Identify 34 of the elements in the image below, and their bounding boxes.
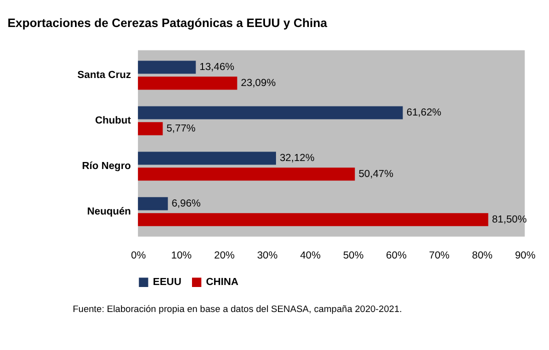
bar xyxy=(138,152,276,165)
x-tick-label: 0% xyxy=(131,250,146,262)
bar xyxy=(138,213,488,226)
x-tick-label: 50% xyxy=(343,250,364,262)
x-tick-label: 70% xyxy=(429,250,450,262)
source-note: Fuente: Elaboración propia en base a datos del SENASA, campaña 2020-2021. xyxy=(72,304,402,314)
data-label: 61,62% xyxy=(406,108,442,119)
x-tick-label: 30% xyxy=(257,250,278,262)
data-label: 23,09% xyxy=(240,78,276,89)
data-label: 13,46% xyxy=(200,62,234,74)
x-tick-label: 90% xyxy=(514,250,536,262)
data-label: 81,50% xyxy=(492,214,527,226)
bar xyxy=(138,106,403,120)
x-tick-label: 80% xyxy=(472,250,493,262)
x-tick-label: 40% xyxy=(300,250,321,262)
y-tick-label: Río Negro xyxy=(82,160,131,172)
bar xyxy=(138,197,168,210)
x-tick-label: 10% xyxy=(171,250,192,262)
data-label: 6,96% xyxy=(172,198,201,210)
y-tick-label: Neuquén xyxy=(87,206,131,218)
bar xyxy=(138,76,238,90)
data-label: 5,77% xyxy=(166,123,196,134)
legend-label: CHINA xyxy=(206,277,240,288)
x-tick-label: 20% xyxy=(214,250,235,262)
bar xyxy=(138,60,196,74)
bar xyxy=(138,122,163,136)
data-label: 50,47% xyxy=(358,168,394,180)
legend-label: EEUU xyxy=(152,277,182,288)
data-label: 32,12% xyxy=(280,153,314,164)
y-tick-label: Santa Cruz xyxy=(77,70,131,82)
bar xyxy=(138,168,355,181)
x-tick-label: 60% xyxy=(386,250,407,262)
y-tick-label: Chubut xyxy=(95,116,132,127)
chart-title: Exportaciones de Cerezas Patagónicas a EEUU y China xyxy=(7,16,328,30)
